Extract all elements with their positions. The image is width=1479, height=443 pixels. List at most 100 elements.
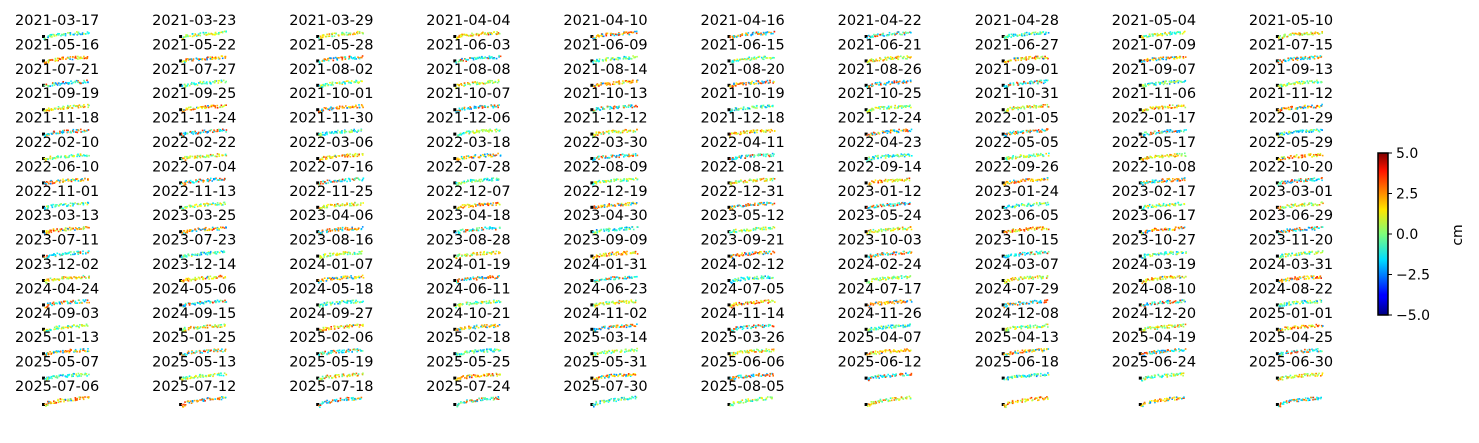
displacement-point bbox=[58, 204, 60, 207]
displacement-point bbox=[1142, 85, 1144, 87]
displacement-point bbox=[1038, 57, 1041, 60]
displacement-point bbox=[1307, 82, 1310, 85]
displacement-point bbox=[1040, 32, 1042, 35]
displacement-point bbox=[596, 58, 598, 61]
displacement-point bbox=[1157, 34, 1159, 37]
displacement-point bbox=[70, 179, 73, 181]
displacement-point bbox=[1313, 81, 1315, 84]
displacement-point bbox=[631, 106, 634, 109]
displacement-point bbox=[497, 79, 500, 81]
reference-point-marker bbox=[453, 157, 457, 160]
displacement-point bbox=[87, 129, 90, 131]
displacement-point bbox=[621, 82, 623, 85]
displacement-point bbox=[362, 202, 364, 204]
displacement-point bbox=[67, 228, 69, 230]
displacement-point bbox=[69, 179, 72, 182]
displacement-point bbox=[478, 227, 480, 229]
displacement-point bbox=[1143, 135, 1146, 137]
displacement-point bbox=[84, 81, 87, 84]
displacement-point bbox=[218, 33, 220, 36]
displacement-point bbox=[347, 33, 350, 36]
displacement-point bbox=[223, 227, 226, 229]
displacement-point bbox=[630, 203, 632, 206]
map-panel: 2021-09-13 bbox=[1249, 62, 1333, 89]
displacement-point bbox=[469, 229, 471, 231]
map-panel: 2021-03-23 bbox=[152, 13, 236, 41]
displacement-point bbox=[494, 227, 497, 230]
displacement-point bbox=[79, 153, 82, 156]
displacement-point bbox=[740, 155, 742, 158]
displacement-point bbox=[886, 155, 889, 157]
displacement-point bbox=[1176, 56, 1179, 59]
displacement-point bbox=[880, 84, 882, 86]
displacement-point bbox=[63, 82, 66, 85]
displacement-point bbox=[906, 55, 908, 57]
displacement-point bbox=[358, 179, 361, 181]
displacement-point bbox=[888, 130, 891, 133]
displacement-point bbox=[1319, 152, 1322, 155]
displacement-point bbox=[626, 80, 628, 83]
displacement-point bbox=[336, 106, 338, 108]
displacement-point bbox=[627, 130, 630, 133]
displacement-point bbox=[621, 131, 624, 134]
displacement-point bbox=[1172, 180, 1175, 182]
displacement-point bbox=[1003, 36, 1006, 38]
reference-point-marker bbox=[316, 83, 320, 87]
displacement-point bbox=[341, 58, 344, 60]
displacement-point bbox=[608, 156, 610, 159]
displacement-point bbox=[495, 128, 498, 131]
displacement-point bbox=[1177, 130, 1179, 132]
displacement-point bbox=[341, 180, 343, 183]
displacement-point bbox=[80, 228, 82, 230]
displacement-point bbox=[45, 183, 48, 185]
displacement-point bbox=[1025, 228, 1028, 230]
displacement-point bbox=[753, 131, 756, 134]
displacement-point bbox=[81, 57, 84, 60]
displacement-point bbox=[908, 130, 911, 132]
reference-point-marker bbox=[42, 230, 45, 234]
displacement-point bbox=[43, 134, 46, 137]
displacement-point bbox=[205, 81, 208, 83]
displacement-point bbox=[221, 106, 224, 108]
displacement-point bbox=[1301, 106, 1304, 109]
displacement-point bbox=[331, 108, 333, 111]
displacement-point bbox=[595, 183, 598, 185]
displacement-point bbox=[320, 85, 323, 87]
displacement-point bbox=[868, 110, 871, 112]
displacement-point bbox=[334, 229, 337, 232]
displacement-point bbox=[1016, 82, 1019, 84]
displacement-point bbox=[185, 58, 187, 60]
displacement-point bbox=[66, 205, 68, 208]
displacement-point bbox=[890, 58, 893, 60]
displacement-point bbox=[1043, 179, 1045, 181]
displacement-point bbox=[735, 132, 737, 135]
displacement-point bbox=[1007, 205, 1010, 207]
displacement-point bbox=[318, 37, 320, 39]
displacement-point bbox=[1151, 179, 1154, 181]
displacement-point bbox=[880, 179, 883, 182]
displacement-point bbox=[895, 57, 898, 59]
displacement-point bbox=[729, 133, 732, 135]
displacement-point bbox=[1022, 132, 1025, 134]
displacement-point bbox=[1150, 133, 1153, 135]
displacement-point bbox=[893, 80, 896, 82]
displacement-point bbox=[186, 231, 189, 234]
displacement-point bbox=[1308, 202, 1311, 204]
displacement-point bbox=[1032, 179, 1034, 182]
displacement-point bbox=[743, 205, 746, 207]
displacement-point bbox=[198, 82, 200, 84]
displacement-point bbox=[495, 105, 498, 108]
displacement-point bbox=[328, 228, 331, 230]
displacement-point bbox=[1175, 80, 1178, 83]
displacement-point bbox=[47, 61, 50, 64]
displacement-point bbox=[490, 32, 492, 34]
displacement-point bbox=[1157, 58, 1160, 61]
displacement-point bbox=[344, 155, 346, 157]
displacement-point bbox=[360, 104, 363, 106]
displacement-point bbox=[1168, 106, 1171, 109]
displacement-point bbox=[605, 82, 607, 85]
displacement-point bbox=[69, 33, 72, 35]
displacement-point bbox=[1028, 178, 1030, 180]
displacement-point bbox=[902, 228, 905, 230]
displacement-point bbox=[1025, 129, 1028, 132]
